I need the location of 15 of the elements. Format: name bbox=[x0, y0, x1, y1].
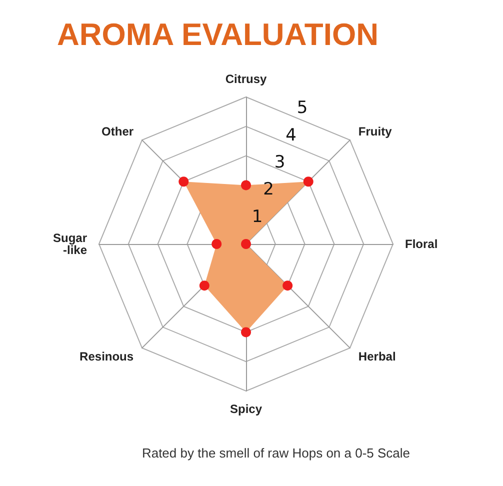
spoke-label: Floral bbox=[405, 237, 438, 251]
spoke-label: Other bbox=[102, 124, 134, 139]
spoke-label: Sugar -like bbox=[52, 231, 88, 257]
text: Rated by the smell of raw Hops on a 0-5 Scale bbox=[142, 446, 410, 460]
y-tick-label: 4 bbox=[286, 125, 296, 146]
spoke-label: Fruity bbox=[358, 124, 392, 139]
spoke-label: Citrusy bbox=[225, 72, 267, 86]
y-tick-label: 1 bbox=[252, 206, 263, 227]
y-tick-label: 5 bbox=[296, 98, 308, 118]
spoke-label: Spicy bbox=[230, 402, 262, 416]
spoke-label: Herbal bbox=[358, 349, 396, 364]
spoke-label: Resinous bbox=[80, 349, 134, 364]
chart-title: AROMA EVALUATION bbox=[57, 17, 378, 52]
y-tick-label: 3 bbox=[274, 152, 286, 173]
y-tick-label: 2 bbox=[263, 180, 274, 200]
